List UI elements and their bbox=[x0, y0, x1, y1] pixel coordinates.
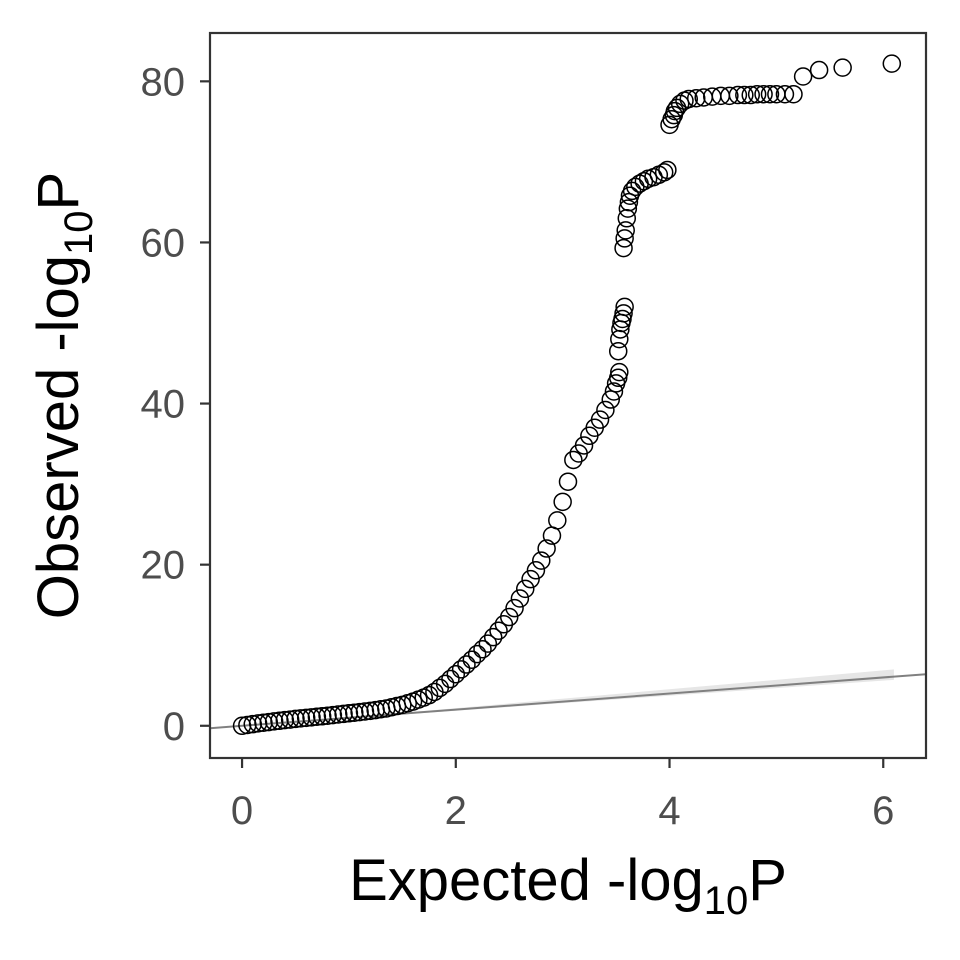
data-point-72 bbox=[608, 368, 628, 388]
data-point-47 bbox=[483, 627, 503, 647]
panel-border bbox=[208, 31, 928, 760]
data-point-64 bbox=[574, 436, 594, 455]
data-point-16 bbox=[318, 706, 337, 725]
data-point-83 bbox=[616, 221, 635, 240]
data-point-6 bbox=[264, 712, 284, 731]
data-point-60 bbox=[553, 492, 572, 512]
data-point-51 bbox=[505, 598, 524, 618]
data-point-55 bbox=[526, 561, 546, 580]
data-point-101 bbox=[667, 98, 687, 118]
data-point-95 bbox=[654, 163, 674, 182]
data-point-54 bbox=[521, 569, 540, 589]
data-point-13 bbox=[302, 708, 321, 727]
data-point-11 bbox=[291, 709, 311, 728]
x-tick-label-0: 0 bbox=[231, 789, 253, 833]
data-point-74 bbox=[608, 341, 628, 361]
data-point-85 bbox=[618, 199, 638, 218]
data-point-88 bbox=[622, 181, 642, 201]
x-tick-label-2: 2 bbox=[445, 789, 467, 833]
data-point-115 bbox=[760, 84, 780, 104]
data-point-82 bbox=[615, 229, 634, 248]
data-point-67 bbox=[590, 410, 610, 429]
data-point-104 bbox=[679, 89, 699, 109]
data-point-61 bbox=[558, 472, 578, 491]
data-point-114 bbox=[754, 84, 773, 104]
y-tick-label-60: 60 bbox=[141, 221, 186, 265]
x-tick-label-6: 6 bbox=[872, 789, 894, 833]
data-point-7 bbox=[270, 711, 289, 731]
data-point-46 bbox=[478, 634, 498, 653]
data-point-119 bbox=[793, 67, 813, 86]
data-point-80 bbox=[615, 297, 634, 317]
x-axis-title: Expected -log10P bbox=[349, 848, 787, 923]
data-point-73 bbox=[610, 362, 629, 382]
confidence-band bbox=[402, 669, 894, 715]
data-point-44 bbox=[467, 644, 487, 664]
data-point-70 bbox=[604, 382, 624, 401]
data-point-118 bbox=[784, 84, 803, 104]
data-point-48 bbox=[489, 621, 508, 640]
data-point-69 bbox=[601, 390, 620, 409]
data-point-121 bbox=[833, 58, 852, 77]
data-point-98 bbox=[662, 109, 681, 129]
data-point-10 bbox=[286, 709, 305, 729]
data-point-53 bbox=[516, 579, 535, 599]
data-point-35 bbox=[419, 685, 439, 705]
data-point-59 bbox=[548, 511, 567, 530]
x-tick-label-4: 4 bbox=[658, 789, 680, 833]
reference-line bbox=[210, 673, 926, 730]
data-point-42 bbox=[457, 655, 476, 674]
data-point-15 bbox=[312, 707, 332, 726]
data-point-57 bbox=[537, 539, 556, 558]
data-point-12 bbox=[296, 708, 316, 728]
data-point-45 bbox=[473, 640, 492, 659]
data-point-9 bbox=[280, 710, 300, 729]
data-point-113 bbox=[747, 84, 767, 104]
data-point-109 bbox=[720, 86, 739, 106]
y-axis-title: Observed -log10P bbox=[26, 172, 101, 619]
data-point-39 bbox=[441, 669, 460, 689]
data-point-78 bbox=[613, 309, 632, 329]
data-point-50 bbox=[499, 607, 519, 627]
data-point-81 bbox=[614, 238, 633, 258]
data-point-68 bbox=[596, 400, 615, 420]
data-point-21 bbox=[345, 703, 364, 722]
y-tick-label-40: 40 bbox=[141, 383, 186, 427]
data-point-122 bbox=[882, 54, 902, 73]
data-point-17 bbox=[323, 705, 343, 725]
y-tick-label-20: 20 bbox=[141, 544, 186, 588]
data-point-38 bbox=[435, 674, 455, 694]
data-point-62 bbox=[564, 450, 583, 470]
y-tick-label-0: 0 bbox=[163, 705, 185, 749]
y-tick-label-80: 80 bbox=[141, 60, 186, 104]
data-point-110 bbox=[728, 85, 748, 105]
data-point-96 bbox=[658, 160, 677, 180]
data-point-40 bbox=[446, 664, 466, 684]
data-point-8 bbox=[275, 710, 295, 730]
data-point-18 bbox=[328, 705, 348, 724]
data-point-117 bbox=[775, 84, 795, 104]
data-point-86 bbox=[619, 192, 639, 212]
data-point-111 bbox=[735, 85, 754, 105]
data-point-19 bbox=[334, 704, 353, 724]
data-point-120 bbox=[809, 60, 829, 80]
plot-area bbox=[210, 54, 926, 736]
data-point-112 bbox=[741, 85, 760, 105]
data-point-56 bbox=[532, 551, 551, 570]
data-point-79 bbox=[614, 304, 633, 323]
data-point-105 bbox=[686, 89, 706, 108]
data-point-14 bbox=[307, 707, 327, 727]
data-point-20 bbox=[339, 704, 359, 723]
data-point-102 bbox=[670, 94, 690, 114]
data-point-41 bbox=[451, 660, 471, 679]
data-point-43 bbox=[462, 650, 482, 669]
data-point-52 bbox=[510, 589, 530, 608]
